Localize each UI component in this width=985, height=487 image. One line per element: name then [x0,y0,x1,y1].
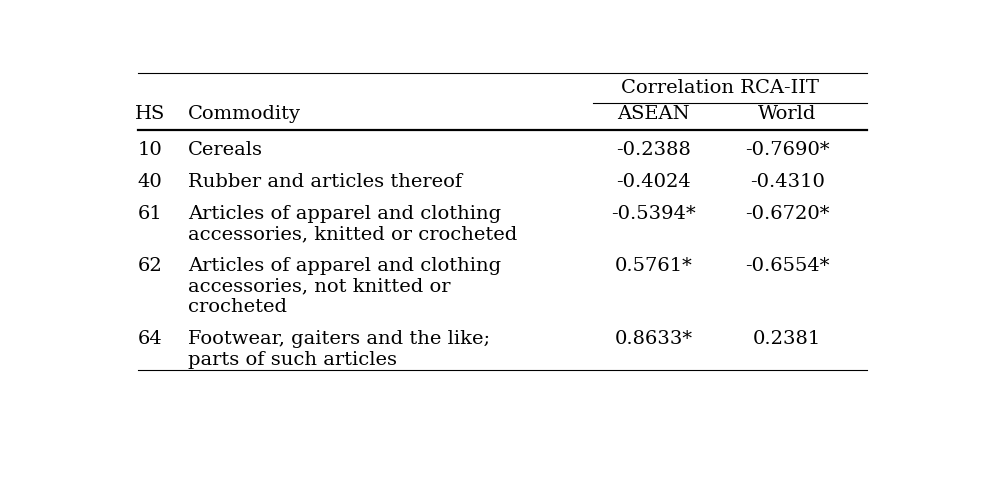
Text: Articles of apparel and clothing: Articles of apparel and clothing [188,257,501,275]
Text: Cereals: Cereals [188,141,263,159]
Text: -0.4024: -0.4024 [617,173,691,191]
Text: -0.4310: -0.4310 [750,173,824,191]
Text: World: World [758,105,817,123]
Text: 64: 64 [138,330,163,348]
Text: Correlation RCA-IIT: Correlation RCA-IIT [622,79,820,97]
Text: crocheted: crocheted [188,298,287,316]
Text: 0.2381: 0.2381 [754,330,821,348]
Text: ASEAN: ASEAN [618,105,690,123]
Text: HS: HS [135,105,164,123]
Text: Commodity: Commodity [188,105,301,123]
Text: Footwear, gaiters and the like;: Footwear, gaiters and the like; [188,330,491,348]
Text: 40: 40 [138,173,163,191]
Text: parts of such articles: parts of such articles [188,351,397,369]
Text: 0.8633*: 0.8633* [615,330,692,348]
Text: accessories, not knitted or: accessories, not knitted or [188,278,450,296]
Text: 10: 10 [138,141,163,159]
Text: 61: 61 [138,205,163,223]
Text: accessories, knitted or crocheted: accessories, knitted or crocheted [188,225,517,243]
Text: Articles of apparel and clothing: Articles of apparel and clothing [188,205,501,223]
Text: 0.5761*: 0.5761* [615,257,692,275]
Text: -0.5394*: -0.5394* [612,205,696,223]
Text: -0.7690*: -0.7690* [745,141,829,159]
Text: -0.2388: -0.2388 [617,141,691,159]
Text: -0.6720*: -0.6720* [745,205,829,223]
Text: -0.6554*: -0.6554* [745,257,829,275]
Text: Rubber and articles thereof: Rubber and articles thereof [188,173,462,191]
Text: 62: 62 [138,257,163,275]
